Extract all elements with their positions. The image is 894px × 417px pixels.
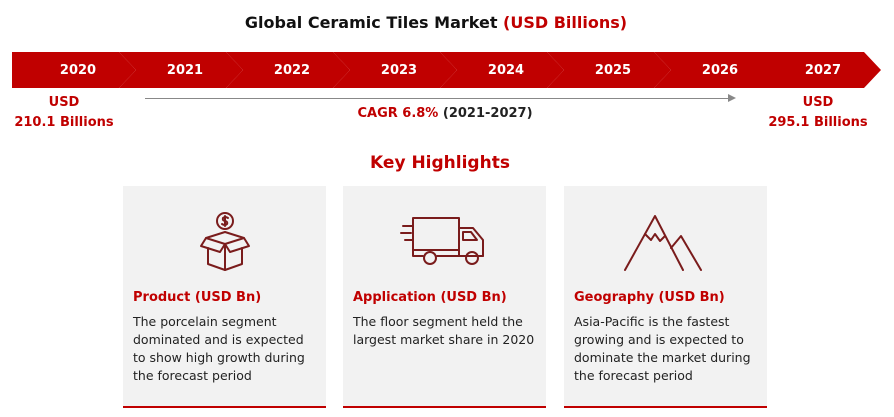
card-title: Product (USD Bn)	[133, 290, 262, 305]
start-value-amount: 210.1 Billions	[14, 115, 114, 130]
start-value: USD 210.1 Billions	[4, 93, 124, 133]
money-box-icon	[123, 208, 326, 276]
year-timeline: 2020 2021 2022 2023 2024 2025 2026 2027	[12, 52, 882, 88]
card-title: Geography (USD Bn)	[574, 290, 725, 305]
timeline-year: 2023	[333, 52, 457, 88]
timeline-year: 2024	[440, 52, 564, 88]
start-value-unit: USD	[48, 95, 80, 110]
timeline-year: 2025	[547, 52, 671, 88]
cagr-text: CAGR 6.8% (2021-2027)	[0, 106, 890, 121]
card-text: Asia-Pacific is the fastest growing and …	[574, 314, 751, 383]
delivery-truck-icon	[343, 208, 546, 276]
title-accent: (USD Billions)	[503, 13, 628, 32]
cagr-arrow-line	[145, 98, 730, 99]
key-highlights-heading: Key Highlights	[370, 153, 510, 173]
timeline-year: 2021	[119, 52, 243, 88]
cagr-label: CAGR 6.8%	[357, 106, 439, 121]
card-text: The floor segment held the largest marke…	[353, 314, 535, 347]
timeline-year: 2020	[12, 52, 136, 88]
highlight-card-product: Product (USD Bn) The porcelain segment d…	[123, 186, 326, 408]
timeline-year: 2026	[654, 52, 778, 88]
mountains-icon	[564, 208, 767, 276]
timeline-year: 2022	[226, 52, 350, 88]
end-value-unit: USD	[802, 95, 834, 110]
cagr-period: (2021-2027)	[442, 106, 533, 121]
highlight-card-geography: Geography (USD Bn) Asia-Pacific is the f…	[564, 186, 767, 408]
end-value: USD 295.1 Billions	[758, 93, 878, 133]
title-main: Global Ceramic Tiles Market	[244, 13, 498, 32]
cagr-arrow-head-icon	[728, 94, 736, 102]
card-text: The porcelain segment dominated and is e…	[133, 314, 305, 383]
page-title: Global Ceramic Tiles Market (USD Billion…	[0, 13, 872, 32]
timeline-year: 2027	[757, 52, 881, 88]
card-title: Application (USD Bn)	[353, 290, 507, 305]
highlight-card-application: Application (USD Bn) The floor segment h…	[343, 186, 546, 408]
end-value-amount: 295.1 Billions	[768, 115, 868, 130]
